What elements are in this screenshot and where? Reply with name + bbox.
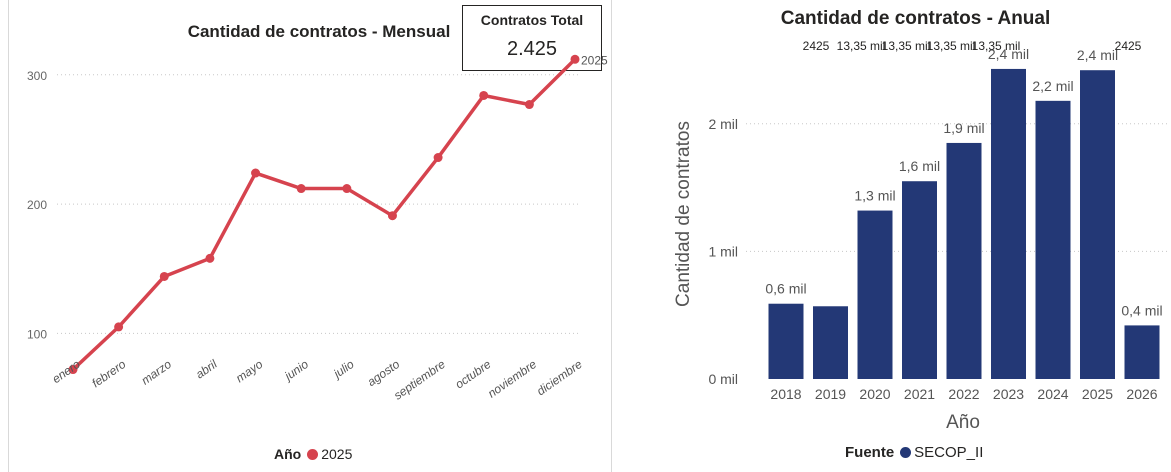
- x-tick-label: 2024: [1037, 386, 1068, 402]
- x-tick-label: 2022: [948, 386, 979, 402]
- x-tick-label: julio: [329, 357, 356, 382]
- bar: [768, 303, 804, 379]
- y-tick-label: 1 mil: [708, 243, 738, 259]
- data-label: 1,3 mil: [854, 188, 895, 204]
- x-tick-label: noviembre: [485, 357, 539, 401]
- data-point: [433, 153, 443, 163]
- x-tick-label: septiembre: [391, 357, 448, 403]
- y-tick-label: 100: [27, 327, 47, 341]
- x-axis-title: Año: [946, 412, 980, 433]
- data-point: [524, 100, 534, 110]
- bar: [857, 210, 893, 379]
- data-label: 2,4 mil: [1077, 47, 1118, 63]
- data-point: [387, 211, 397, 221]
- y-axis-title: Cantidad de contratos: [673, 121, 694, 307]
- bar: [946, 142, 982, 379]
- data-point: [68, 365, 78, 375]
- x-tick-label: abril: [193, 357, 220, 382]
- data-point: [159, 271, 169, 281]
- y-tick-label: 0 mil: [708, 371, 738, 387]
- monthly-chart-panel: Cantidad de contratos - Mensual Contrato…: [8, 0, 612, 472]
- top-value-label: 13,35 mil: [927, 39, 976, 53]
- y-tick-label: 2 mil: [708, 116, 738, 132]
- data-point: [479, 90, 489, 100]
- x-tick-label: 2019: [815, 386, 846, 402]
- data-point: [570, 54, 580, 64]
- data-point: [205, 253, 215, 263]
- bar: [1035, 100, 1071, 379]
- x-tick-label: 2018: [770, 386, 801, 402]
- top-value-label: 13,35 mil: [837, 39, 886, 53]
- bar: [1080, 70, 1115, 379]
- x-tick-label: 2021: [904, 386, 935, 402]
- x-tick-label: 2023: [993, 386, 1024, 402]
- top-value-label: 13,35 mil: [882, 39, 931, 53]
- data-label: 2,4 mil: [988, 46, 1029, 62]
- data-point: [296, 184, 306, 194]
- x-tick-label: marzo: [139, 357, 175, 388]
- legend-item: 2025: [321, 446, 353, 462]
- x-tick-label: enero: [50, 357, 83, 386]
- data-point: [251, 168, 261, 178]
- kpi-value: 2.425: [506, 38, 558, 60]
- x-tick-label: 2025: [1082, 386, 1113, 402]
- top-value-label: 2425: [803, 39, 830, 53]
- bar: [902, 181, 937, 379]
- data-label: 0,4 mil: [1121, 302, 1162, 318]
- x-tick-label: agosto: [365, 357, 403, 389]
- data-label: 1,6 mil: [899, 158, 940, 174]
- data-point: [342, 184, 352, 194]
- data-point: [114, 322, 124, 332]
- x-tick-label: 2026: [1126, 386, 1157, 402]
- data-label: 2,2 mil: [1032, 78, 1073, 94]
- x-tick-label: mayo: [233, 357, 265, 385]
- bar: [1124, 325, 1160, 379]
- line-legend[interactable]: Año 2025: [274, 446, 352, 462]
- x-tick-label: octubre: [453, 357, 494, 392]
- data-label: 1,9 mil: [943, 120, 984, 136]
- legend-dot-icon: [307, 449, 319, 460]
- bar: [991, 68, 1026, 379]
- top-value-label: 13,35 mil: [972, 39, 1021, 53]
- legend-title: Fuente: [845, 444, 895, 461]
- x-tick-label: febrero: [89, 357, 128, 390]
- y-tick-label: 200: [27, 198, 47, 212]
- annual-chart-panel: Cantidad de contratos - Anual 0 mil 1 mil…: [660, 0, 1171, 472]
- chart-title: Cantidad de contratos - Anual: [780, 8, 1051, 29]
- y-tick-label: 300: [27, 69, 47, 83]
- kpi-label: Contratos Total: [480, 12, 584, 28]
- legend-dot-icon: [900, 447, 912, 458]
- bar-legend[interactable]: Fuente SECOP_II: [845, 444, 983, 461]
- data-label: 0,6 mil: [765, 281, 806, 297]
- bar-chart: 0 mil 1 mil 2 mil 0,6 mil 2018 2019 1,3 mil 202…: [673, 39, 1168, 433]
- legend-item: SECOP_II: [914, 444, 984, 461]
- top-value-label: 2425: [1115, 39, 1142, 53]
- x-tick-label: diciembre: [534, 357, 585, 398]
- series-end-label: 2025: [581, 53, 608, 67]
- x-tick-label: 2020: [859, 386, 890, 402]
- bar: [813, 306, 848, 379]
- series-line: [71, 58, 577, 371]
- x-tick-label: junio: [280, 357, 311, 384]
- chart-title: Cantidad de contratos - Mensual: [187, 22, 451, 41]
- legend-title: Año: [274, 446, 302, 462]
